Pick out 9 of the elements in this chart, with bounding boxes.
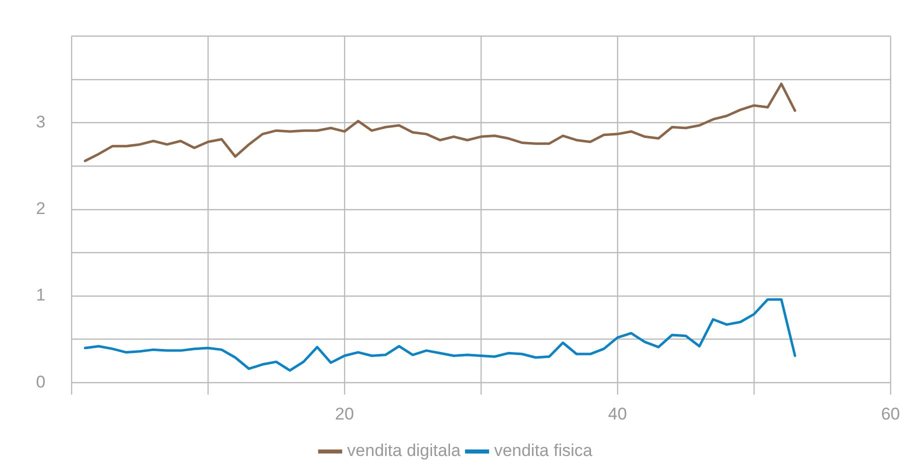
y-tick-label: 1 xyxy=(36,286,46,305)
y-tick-label: 0 xyxy=(36,372,46,392)
y-tick-label: 2 xyxy=(36,199,46,218)
y-tick-label: 3 xyxy=(36,112,46,132)
x-tick-label: 40 xyxy=(608,404,627,424)
x-tick-label: 20 xyxy=(335,404,354,424)
legend-label: vendita digitala xyxy=(347,441,462,460)
x-tick-label: 60 xyxy=(881,404,900,424)
legend-label: vendita fisica xyxy=(494,441,593,460)
